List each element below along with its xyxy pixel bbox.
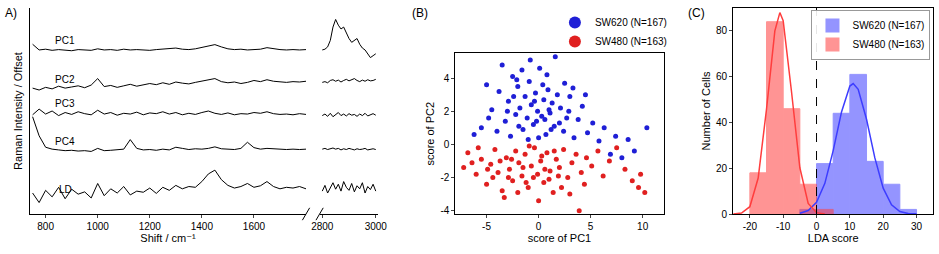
svg-text:80: 80 [716, 25, 728, 36]
svg-text:PC4: PC4 [55, 136, 75, 147]
svg-text:PC3: PC3 [55, 98, 75, 109]
svg-text:SW480 (N=163): SW480 (N=163) [595, 36, 667, 47]
svg-text:20: 20 [878, 221, 890, 232]
svg-text:-20: -20 [743, 221, 758, 232]
svg-text:PC2: PC2 [55, 74, 75, 85]
svg-text:-10: -10 [776, 221, 791, 232]
svg-text:0: 0 [722, 209, 728, 220]
svg-text:0: 0 [444, 139, 450, 150]
svg-text:LD: LD [59, 184, 72, 195]
svg-text:score of PC2: score of PC2 [424, 102, 436, 166]
svg-text:1000: 1000 [87, 221, 110, 232]
svg-text:0: 0 [814, 221, 820, 232]
svg-text:(B): (B) [412, 6, 428, 20]
svg-text:Raman Intensity / Offset: Raman Intensity / Offset [12, 52, 24, 170]
svg-text:30: 30 [911, 221, 923, 232]
svg-text:3000: 3000 [365, 221, 388, 232]
svg-text:-2: -2 [440, 172, 449, 183]
svg-text:800: 800 [37, 221, 54, 232]
svg-text:1200: 1200 [139, 221, 162, 232]
svg-text:score of PC1: score of PC1 [528, 232, 592, 244]
svg-text:2: 2 [444, 106, 450, 117]
svg-text:-4: -4 [440, 205, 449, 216]
svg-text:4: 4 [444, 73, 450, 84]
svg-text:40: 40 [716, 117, 728, 128]
svg-text:10: 10 [844, 221, 856, 232]
svg-text:20: 20 [716, 163, 728, 174]
svg-text:A): A) [5, 6, 17, 20]
svg-text:SW620 (N=167): SW620 (N=167) [852, 20, 924, 31]
svg-text:Shift / cm⁻¹: Shift / cm⁻¹ [140, 232, 196, 244]
svg-text:1600: 1600 [243, 221, 266, 232]
svg-text:(C): (C) [688, 6, 705, 20]
svg-text:-5: -5 [482, 221, 491, 232]
svg-text:60: 60 [716, 71, 728, 82]
svg-text:LDA score: LDA score [808, 232, 859, 244]
svg-text:0: 0 [536, 221, 542, 232]
svg-text:PC1: PC1 [55, 35, 75, 46]
svg-text:Number of Cells: Number of Cells [700, 71, 712, 150]
svg-text:5: 5 [588, 221, 594, 232]
svg-text:SW620 (N=167): SW620 (N=167) [595, 17, 667, 28]
svg-text:1400: 1400 [191, 221, 214, 232]
svg-text:10: 10 [637, 221, 649, 232]
svg-text:2800: 2800 [311, 221, 334, 232]
svg-text:SW480 (N=163): SW480 (N=163) [852, 39, 924, 50]
